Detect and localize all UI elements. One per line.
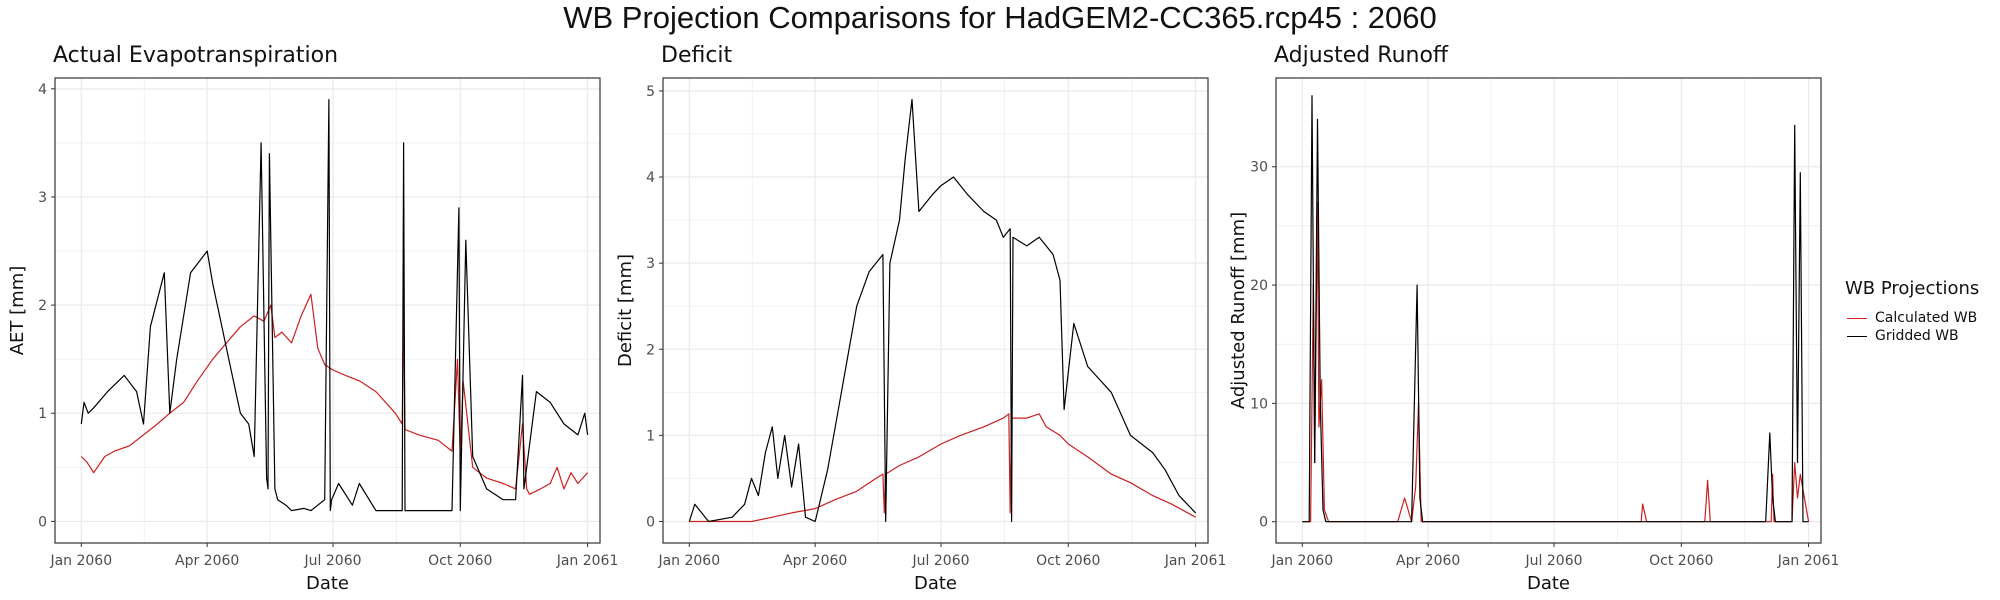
actual-evapotranspiration-y-tick-label: 0 xyxy=(38,514,47,530)
adjusted-runoff-y-tick-label: 20 xyxy=(1250,278,1268,294)
deficit-y-tick-label: 2 xyxy=(646,342,655,358)
actual-evapotranspiration-x-tick-label: Jul 2060 xyxy=(304,553,362,569)
actual-evapotranspiration-panel-border xyxy=(54,77,601,544)
deficit-y-tick-label: 4 xyxy=(646,170,655,186)
deficit-y-tick-label: 3 xyxy=(646,256,655,272)
adjusted-runoff-x-tick-label: Oct 2060 xyxy=(1649,553,1713,569)
actual-evapotranspiration-series-gridded-wb xyxy=(80,98,589,512)
deficit-y-tick-label: 5 xyxy=(646,84,655,100)
actual-evapotranspiration-x-tick-label: Oct 2060 xyxy=(428,553,492,569)
adjusted-runoff-x-tick-label: Jan 2060 xyxy=(1270,553,1333,569)
actual-evapotranspiration-x-tick-label: Jan 2060 xyxy=(49,553,112,569)
adjusted-runoff-y-tick-label: 0 xyxy=(1259,515,1268,531)
adjusted-runoff-series-gridded-wb xyxy=(1302,95,1809,523)
legend-item-calculated: Calculated WB xyxy=(1845,309,1979,327)
legend-key-calculated xyxy=(1847,317,1867,319)
adjusted-runoff-panel-bg xyxy=(1276,78,1821,543)
legend-key-gridded xyxy=(1847,335,1867,337)
legend-label-gridded: Gridded WB xyxy=(1875,328,1959,344)
deficit-x-tick-label: Jan 2061 xyxy=(1164,553,1227,569)
main-title: WB Projection Comparisons for HadGEM2-CC… xyxy=(563,0,1437,35)
actual-evapotranspiration-x-axis-label: Date xyxy=(306,573,349,594)
deficit-x-tick-label: Jan 2060 xyxy=(657,553,720,569)
deficit-panel-bg xyxy=(663,78,1208,543)
deficit-series-gridded-wb xyxy=(688,98,1197,523)
actual-evapotranspiration-panel-bg xyxy=(55,78,600,543)
legend-label-calculated: Calculated WB xyxy=(1875,310,1978,326)
actual-evapotranspiration-y-tick-label: 4 xyxy=(38,82,47,98)
adjusted-runoff-x-axis-label: Date xyxy=(1527,573,1570,594)
deficit-panel-border xyxy=(662,77,1209,544)
legend-item-gridded: Gridded WB xyxy=(1845,327,1979,345)
adjusted-runoff-x-tick-label: Jan 2061 xyxy=(1777,553,1840,569)
deficit-x-tick-label: Oct 2060 xyxy=(1036,553,1100,569)
adjusted-runoff-panel-border xyxy=(1275,77,1822,544)
adjusted-runoff-x-tick-label: Apr 2060 xyxy=(1396,553,1460,569)
deficit-x-tick-label: Jul 2060 xyxy=(912,553,970,569)
actual-evapotranspiration-y-tick-label: 2 xyxy=(38,298,47,314)
deficit-y-tick-label: 0 xyxy=(646,514,655,530)
adjusted-runoff-x-tick-label: Jul 2060 xyxy=(1525,553,1583,569)
adjusted-runoff-panel-title: Adjusted Runoff xyxy=(1274,43,1449,68)
actual-evapotranspiration-panel-title: Actual Evapotranspiration xyxy=(53,43,338,68)
actual-evapotranspiration-x-tick-label: Apr 2060 xyxy=(175,553,239,569)
adjusted-runoff-y-tick-label: 10 xyxy=(1250,396,1268,412)
deficit-x-axis-label: Date xyxy=(914,573,957,594)
adjusted-runoff-y-tick-label: 30 xyxy=(1250,160,1268,176)
actual-evapotranspiration-y-tick-label: 1 xyxy=(38,406,47,422)
deficit-y-tick-label: 1 xyxy=(646,428,655,444)
adjusted-runoff-y-axis-label: Adjusted Runoff [mm] xyxy=(1228,212,1249,409)
deficit-x-tick-label: Apr 2060 xyxy=(783,553,847,569)
actual-evapotranspiration-series-calculated-wb xyxy=(80,293,589,495)
legend: WB Projections Calculated WB Gridded WB xyxy=(1845,278,1979,345)
legend-title: WB Projections xyxy=(1845,278,1980,299)
actual-evapotranspiration-x-tick-label: Jan 2061 xyxy=(556,553,619,569)
actual-evapotranspiration-y-tick-label: 3 xyxy=(38,190,47,206)
deficit-y-axis-label: Deficit [mm] xyxy=(615,254,636,367)
actual-evapotranspiration-y-axis-label: AET [mm] xyxy=(7,266,28,356)
deficit-panel-title: Deficit xyxy=(661,43,733,68)
